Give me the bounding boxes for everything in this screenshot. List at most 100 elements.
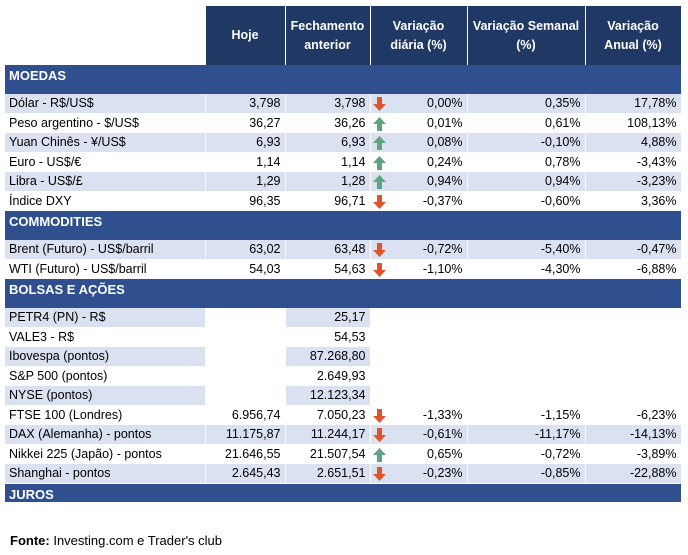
cell: -6,88% — [585, 259, 682, 279]
row-label: VALE3 - R$ — [5, 327, 206, 347]
cell: 4,88% — [585, 132, 682, 153]
cell: -1,10% — [370, 259, 468, 279]
data-row: Brent (Futuro) - US$/barril 63,02 63,48 -0,… — [5, 240, 682, 260]
source-label: Fonte: — [10, 533, 50, 548]
cell: 36,27 — [205, 113, 286, 133]
cell: 3,798 — [205, 94, 286, 114]
cell: 1,28 — [285, 171, 371, 192]
cell: 21.646,55 — [205, 444, 286, 464]
section-title: BOLSAS E AÇÕES — [5, 278, 681, 308]
cell: 96,35 — [205, 191, 286, 211]
cell: 36,26 — [285, 113, 371, 133]
down-arrow — [372, 97, 386, 111]
section-row: JUROS — [5, 483, 681, 502]
down-arrow — [372, 428, 386, 442]
row-label: PETR4 (PN) - R$ — [5, 308, 206, 328]
cell — [467, 346, 586, 367]
cell: -5,40% — [467, 240, 586, 260]
cell: 17,78% — [585, 94, 682, 114]
cell: 0,01% — [370, 113, 468, 133]
data-row: FTSE 100 (Londres) 6.956,74 7.050,23 -1,33%… — [5, 405, 682, 425]
cell — [205, 327, 286, 347]
cell: 7.050,23 — [285, 405, 371, 425]
section-row: BOLSAS E AÇÕES — [5, 278, 681, 308]
cell — [205, 385, 286, 406]
cell: 6,93 — [285, 132, 371, 153]
cell: 0,35% — [467, 94, 586, 114]
cell: 87.268,80 — [285, 346, 371, 367]
column-header: Variação diária (%) — [370, 6, 468, 65]
market-table: Hoje Fechamento anterior Variação diária (… — [5, 6, 682, 502]
cell: 63,02 — [205, 240, 286, 260]
data-row: Nikkei 225 (Japão) - pontos 21.646,55 21.5… — [5, 444, 682, 464]
data-row: PETR4 (PN) - R$ 25,17 — [5, 308, 682, 328]
cell — [370, 308, 468, 328]
cell: -0,23% — [370, 463, 468, 484]
cell — [585, 327, 682, 347]
data-row: S&P 500 (pontos) 2.649,93 — [5, 366, 682, 386]
cell: 54,03 — [205, 259, 286, 279]
source-note: Fonte: Investing.com e Trader's club — [10, 533, 222, 548]
row-label: Brent (Futuro) - US$/barril — [5, 240, 206, 260]
source-text: Investing.com e Trader's club — [53, 533, 223, 548]
cell: -1,33% — [370, 405, 468, 425]
section-row: MOEDAS — [5, 65, 681, 94]
data-row: Dólar - R$/US$ 3,798 3,798 0,00% 0,35% 17,78% — [5, 94, 682, 114]
cell: -14,13% — [585, 424, 682, 445]
cell: -0,47% — [585, 240, 682, 260]
cell: -4,30% — [467, 259, 586, 279]
column-header — [5, 6, 206, 65]
up-arrow — [372, 447, 386, 462]
cell: 1,14 — [285, 152, 371, 172]
cell — [205, 346, 286, 367]
cell — [467, 327, 586, 347]
cell: 3,36% — [585, 191, 682, 211]
cell: -0,72% — [370, 240, 468, 260]
cell: 6,93 — [205, 132, 286, 153]
cell — [585, 346, 682, 367]
cell: 0,94% — [370, 171, 468, 192]
up-arrow — [372, 155, 386, 170]
cell: 11.244,17 — [285, 424, 371, 445]
data-row: DAX (Alemanha) - pontos 11.175,87 11.244,1… — [5, 424, 682, 445]
column-header: Variação Semanal (%) — [467, 6, 586, 65]
cell: 0,24% — [370, 152, 468, 172]
cell: 3,798 — [285, 94, 371, 114]
section-row: COMMODITIES — [5, 210, 681, 240]
cell — [467, 366, 586, 386]
cell: -0,37% — [370, 191, 468, 211]
cell — [467, 308, 586, 328]
cell — [370, 385, 468, 406]
cell — [370, 346, 468, 367]
cell: 2.651,51 — [285, 463, 371, 484]
column-header: Fechamento anterior — [285, 6, 371, 65]
data-row: VALE3 - R$ 54,53 — [5, 327, 682, 347]
down-arrow — [372, 262, 386, 277]
data-row: NYSE (pontos) 12.123,34 — [5, 385, 682, 406]
cell: 0,08% — [370, 132, 468, 153]
row-label: NYSE (pontos) — [5, 385, 206, 406]
data-row: Yuan Chinês - ¥/US$ 6,93 6,93 0,08% -0,10% 4,… — [5, 132, 682, 153]
cell — [585, 308, 682, 328]
down-arrow — [372, 408, 386, 423]
cell: -3,43% — [585, 152, 682, 172]
table-body: MOEDAS Dólar - R$/US$ 3,798 3,798 0,00% 0,35%… — [5, 65, 682, 502]
cell: -11,17% — [467, 424, 586, 445]
row-label: Euro - US$/€ — [5, 152, 206, 172]
cell: 2.649,93 — [285, 366, 371, 386]
cell: 1,29 — [205, 171, 286, 192]
cell: -3,89% — [585, 444, 682, 464]
cell — [467, 385, 586, 406]
row-label: Shanghai - pontos — [5, 463, 206, 484]
row-label: Dólar - R$/US$ — [5, 94, 206, 114]
row-label: WTI (Futuro) - US$/barril — [5, 259, 206, 279]
cell — [205, 366, 286, 386]
cell — [585, 366, 682, 386]
cell: -22,88% — [585, 463, 682, 484]
data-row: Euro - US$/€ 1,14 1,14 0,24% 0,78% -3,43% — [5, 152, 682, 172]
row-label: Índice DXY — [5, 191, 206, 211]
cell: 25,17 — [285, 308, 371, 328]
down-arrow — [372, 243, 386, 257]
data-row: Libra - US$/£ 1,29 1,28 0,94% 0,94% -3,23% — [5, 171, 682, 192]
row-label: S&P 500 (pontos) — [5, 366, 206, 386]
